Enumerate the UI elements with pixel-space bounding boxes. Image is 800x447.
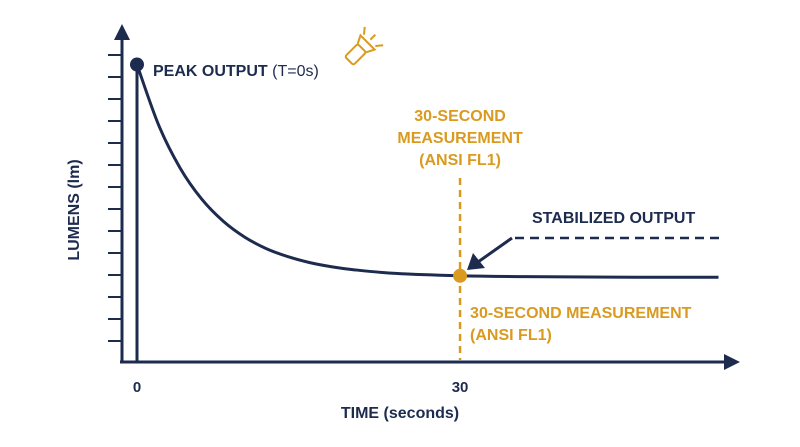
measurement-top-label: (ANSI FL1) — [419, 152, 501, 169]
x-axis-label: TIME (seconds) — [341, 405, 459, 422]
measurement-bottom-label: 30-SECOND MEASUREMENT — [470, 305, 692, 322]
measurement-top-label: MEASUREMENT — [397, 130, 523, 147]
y-axis-label: LUMENS (lm) — [66, 159, 83, 260]
x-tick-label: 0 — [133, 379, 141, 396]
x-tick-label: 30 — [452, 379, 469, 396]
y-tick-marks — [108, 54, 122, 342]
peak-marker — [130, 57, 144, 72]
arrow-line — [477, 236, 513, 264]
measurement-marker — [453, 268, 468, 283]
y-axis-arrow — [114, 24, 130, 40]
peak-title: PEAK OUTPUT — [153, 63, 268, 80]
flashlight-icon — [344, 26, 384, 66]
stabilized-label: STABILIZED OUTPUT — [532, 210, 695, 227]
output-curve — [135, 64, 719, 279]
peak-label: PEAK OUTPUT (T=0s) — [153, 63, 319, 80]
measurement-bottom-label: (ANSI FL1) — [470, 327, 552, 344]
measurement-top-label: 30-SECOND — [414, 108, 506, 125]
x-axis-arrow — [724, 354, 740, 370]
peak-note: (T=0s) — [272, 63, 319, 80]
arrow-head — [467, 253, 485, 270]
